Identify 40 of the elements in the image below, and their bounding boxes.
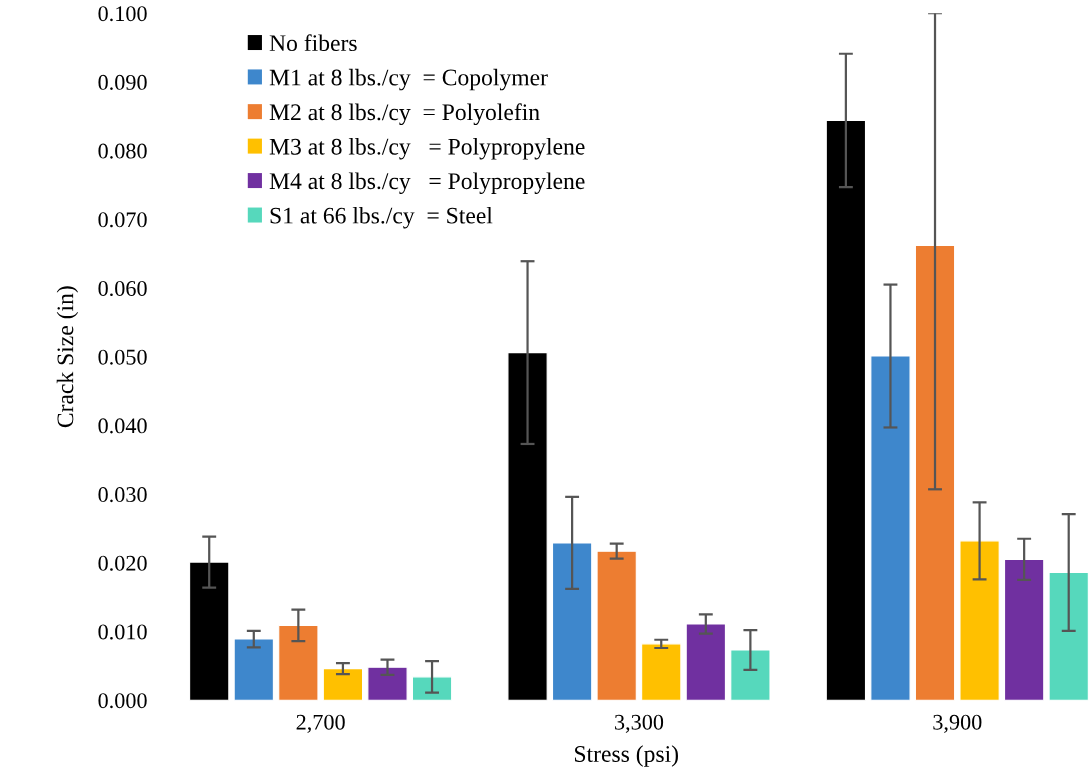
y-tick-label: 0.080 bbox=[98, 143, 147, 159]
y-tick-label: 0.060 bbox=[98, 280, 147, 297]
legend-label: M1 at 8 lbs./cy = Copolymer bbox=[269, 68, 548, 91]
y-tick-label: 0.000 bbox=[98, 693, 147, 709]
bar bbox=[959, 540, 1000, 701]
y-tick-label: 0.020 bbox=[98, 555, 147, 571]
bar bbox=[411, 676, 453, 701]
bar bbox=[1003, 558, 1045, 701]
legend-label: M4 at 8 lbs./cy = Polypropylene bbox=[269, 172, 585, 194]
legend-label: M2 at 8 lbs./cy = Polyolefin bbox=[269, 103, 540, 126]
y-tick-label: 0.010 bbox=[98, 624, 147, 640]
bar bbox=[870, 355, 911, 701]
y-tick-label: 0.090 bbox=[98, 74, 147, 90]
bar bbox=[730, 649, 771, 701]
legend-label: S1 at 66 lbs./cy = Steel bbox=[270, 206, 493, 229]
bar bbox=[685, 623, 726, 701]
x-tick-label: 3,300 bbox=[615, 714, 664, 733]
y-tick-label: 0.040 bbox=[98, 418, 147, 434]
legend-label: No fibers bbox=[269, 34, 357, 52]
y-tick-label: 0.050 bbox=[98, 349, 147, 365]
legend-label: M3 at 8 lbs./cy = Polypropylene bbox=[269, 138, 585, 160]
bar bbox=[189, 561, 230, 701]
bar bbox=[596, 550, 637, 701]
x-tick-label: 2,700 bbox=[296, 714, 345, 733]
bar bbox=[825, 119, 867, 701]
bar bbox=[278, 624, 319, 701]
bar bbox=[367, 666, 408, 701]
bar bbox=[641, 643, 682, 701]
y-axis-title: Crack Size (in) bbox=[56, 286, 79, 428]
bar bbox=[322, 668, 364, 701]
bar bbox=[233, 638, 274, 701]
bar bbox=[507, 352, 548, 701]
y-tick-label: 0.100 bbox=[98, 6, 147, 22]
y-tick-label: 0.030 bbox=[98, 487, 147, 503]
x-axis-title: Stress (psi) bbox=[575, 745, 678, 767]
y-tick-label: 0.070 bbox=[98, 212, 147, 228]
x-tick-label: 3,900 bbox=[933, 714, 982, 733]
bar bbox=[551, 542, 593, 701]
bar bbox=[1048, 571, 1089, 701]
bar bbox=[914, 244, 956, 701]
